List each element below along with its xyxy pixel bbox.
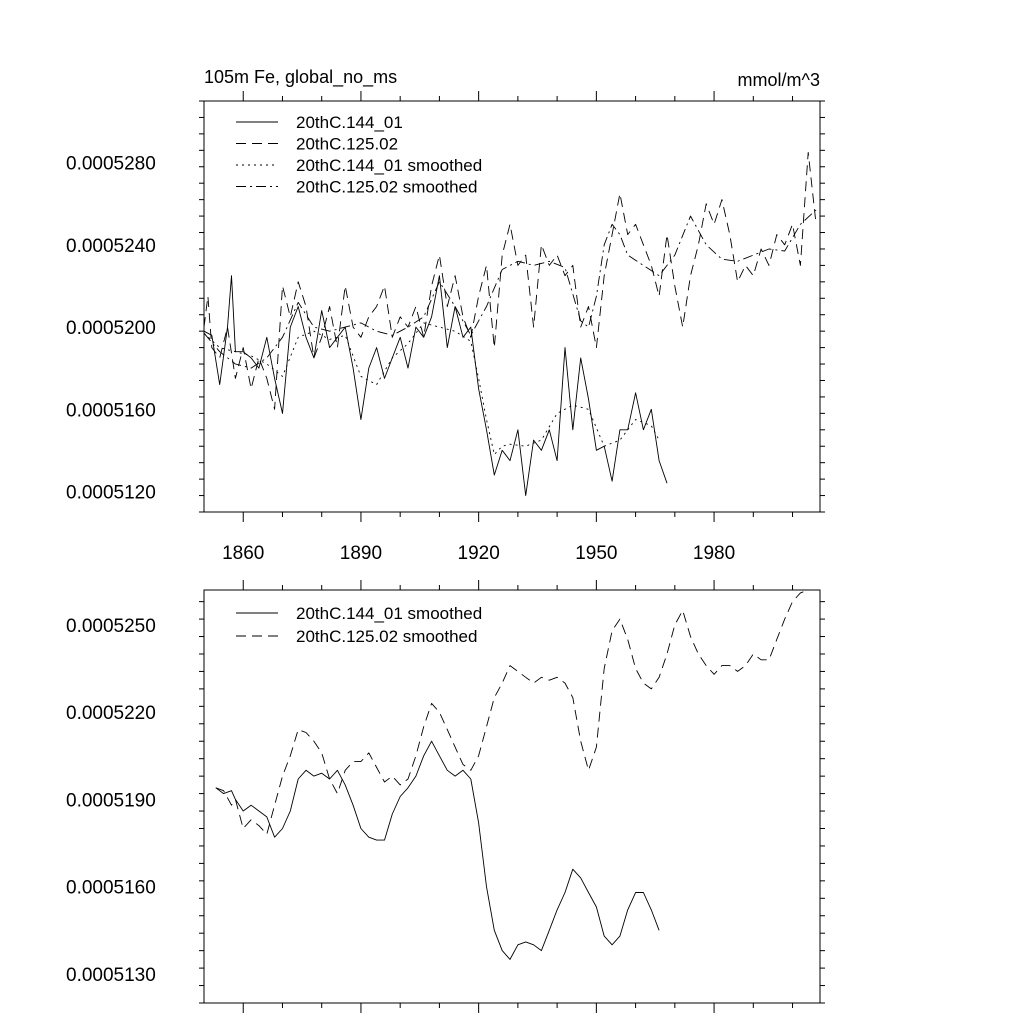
bottom-panel: 0.0005130 0.0005160 0.0005190 0.0005220 0.00… [66,580,825,1013]
legend-label: 20thC.144_01 smoothed [296,604,482,623]
series-line-1 [203,275,668,497]
bottom-ticks [199,580,825,1013]
y-tick-label: 0.0005190 [66,790,156,811]
y-tick-label: 0.0005160 [66,400,156,421]
top-title-right: mmol/m^3 [738,70,820,90]
top-tick-labels: 1860 1890 1920 1950 1980 0.0005120 0.0005160 0.… [66,154,735,564]
x-tick-label: 1890 [340,543,382,564]
top-panel: 1860 1890 1920 1950 1980 0.0005120 0.0005160 0.… [66,67,825,564]
x-tick-label: 1980 [693,543,735,564]
y-tick-label: 0.0005130 [66,965,156,986]
top-ticks [199,91,825,522]
x-tick-label: 1860 [222,543,264,564]
y-tick-label: 0.0005220 [66,703,156,724]
top-legend: 20thC.144_01 20thC.125.02 20thC.144_01 smo… [236,113,482,197]
top-title-left: 105m Fe, global_no_ms [204,67,397,88]
y-tick-label: 0.0005250 [66,616,156,637]
y-tick-label: 0.0005160 [66,878,156,899]
bottom-plot-frame [203,589,821,1004]
legend-label: 20thC.125.02 smoothed [296,178,477,197]
bottom-legend: 20thC.144_01 smoothed 20thC.125.02 smooth… [236,604,482,646]
y-tick-label: 0.0005200 [66,318,156,339]
y-tick-label: 0.0005280 [66,154,156,175]
legend-label: 20thC.144_01 smoothed [296,156,482,175]
y-tick-label: 0.0005240 [66,236,156,257]
bottom-series [215,589,809,960]
bottom-tick-labels: 0.0005130 0.0005160 0.0005190 0.0005220 0.00… [66,616,156,986]
series-line-2 [203,151,817,410]
legend-label: 20thC.144_01 [296,113,403,132]
legend-label: 20thC.125.02 smoothed [296,627,477,646]
top-plot-frame [203,100,821,513]
y-tick-label: 0.0005120 [66,482,156,503]
x-tick-label: 1950 [575,543,617,564]
series-line-2 [215,589,809,835]
x-tick-label: 1920 [458,543,500,564]
series-line-1 [215,740,660,960]
legend-label: 20thC.125.02 [296,135,398,154]
top-series [203,151,817,497]
